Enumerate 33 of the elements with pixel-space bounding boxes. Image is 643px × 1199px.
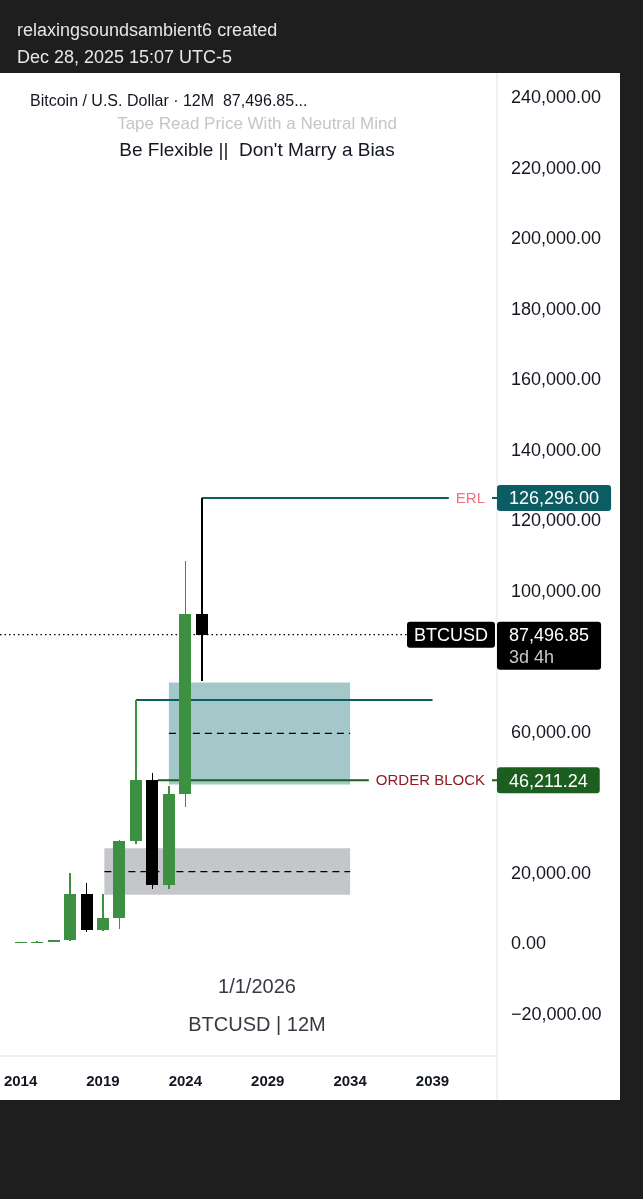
- y-tick-label: 0.00: [511, 933, 547, 954]
- y-tick-label: 240,000.00: [511, 87, 602, 108]
- annotation: 126,296.00: [509, 488, 600, 509]
- x-tick-label: 2029: [251, 1072, 285, 1089]
- x-tick-label: 2019: [86, 1072, 120, 1089]
- y-tick-label: 220,000.00: [511, 157, 602, 178]
- y-tick-label: 200,000.00: [511, 228, 602, 249]
- y-tick-label: 140,000.00: [511, 439, 602, 460]
- candlestick: [96, 893, 109, 932]
- x-tick-label: 2039: [415, 1072, 450, 1089]
- series-label: ORDER BLOCK: [375, 771, 485, 789]
- text: 87,496.85: [509, 624, 590, 645]
- series-label: ERL: [455, 489, 485, 507]
- y-tick-label: 100,000.00: [511, 580, 602, 601]
- x-tick-label: 2014: [3, 1072, 38, 1089]
- y-tick-label: 120,000.00: [511, 510, 602, 531]
- annotation: 46,211.24: [509, 770, 588, 791]
- annotation: BTCUSD | 12M: [188, 1013, 326, 1035]
- y-tick-label: 20,000.00: [511, 862, 592, 883]
- text: Bitcoin / U.S. Dollar · 12M 87,496.85...: [30, 92, 308, 109]
- text: Dec 28, 2025 15:07 UTC-5: [17, 47, 233, 67]
- y-tick-label: −20,000.00: [511, 1003, 602, 1024]
- annotation: 1/1/2026: [218, 975, 296, 997]
- y-tick-label: 160,000.00: [511, 369, 602, 390]
- text: Tape Read Price With a Neutral Mind: [117, 114, 397, 133]
- text: 3d 4h: [509, 646, 555, 667]
- text: relaxingsoundsambient6 created: [17, 20, 278, 40]
- x-tick-label: 2024: [168, 1072, 203, 1089]
- x-tick-label: 2034: [333, 1072, 368, 1089]
- y-tick-label: 180,000.00: [511, 298, 602, 319]
- annotation: Be Flexible || Don't Marry a Bias: [119, 139, 395, 160]
- y-tick-label: 60,000.00: [511, 721, 592, 742]
- ref-line-label: BTCUSD: [414, 624, 489, 645]
